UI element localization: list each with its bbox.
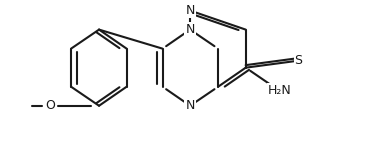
Text: N: N bbox=[186, 99, 195, 112]
Text: H₂N: H₂N bbox=[268, 84, 291, 97]
Text: S: S bbox=[294, 54, 303, 67]
Text: N: N bbox=[186, 4, 195, 17]
Text: O: O bbox=[45, 99, 55, 112]
Text: N: N bbox=[186, 23, 195, 36]
Text: O: O bbox=[45, 99, 55, 112]
